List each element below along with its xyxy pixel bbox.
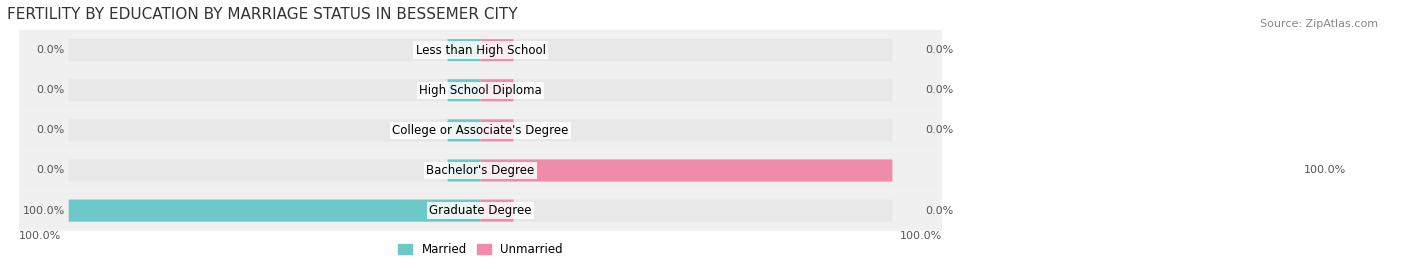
FancyBboxPatch shape	[481, 200, 893, 222]
FancyBboxPatch shape	[447, 79, 481, 101]
Text: 0.0%: 0.0%	[37, 85, 65, 95]
FancyBboxPatch shape	[481, 119, 513, 141]
FancyBboxPatch shape	[69, 200, 481, 222]
Text: 0.0%: 0.0%	[925, 206, 953, 216]
Text: Source: ZipAtlas.com: Source: ZipAtlas.com	[1260, 19, 1378, 29]
Text: Bachelor's Degree: Bachelor's Degree	[426, 164, 534, 177]
FancyBboxPatch shape	[20, 30, 942, 70]
Text: 100.0%: 100.0%	[20, 231, 62, 241]
Text: 100.0%: 100.0%	[22, 206, 65, 216]
Text: Less than High School: Less than High School	[416, 44, 546, 56]
FancyBboxPatch shape	[20, 190, 942, 231]
Text: 100.0%: 100.0%	[900, 231, 942, 241]
Text: 0.0%: 0.0%	[925, 45, 953, 55]
Text: High School Diploma: High School Diploma	[419, 84, 541, 97]
FancyBboxPatch shape	[69, 160, 481, 182]
Text: 0.0%: 0.0%	[37, 165, 65, 175]
Text: 0.0%: 0.0%	[37, 125, 65, 135]
Legend: Married, Unmarried: Married, Unmarried	[394, 238, 568, 261]
FancyBboxPatch shape	[20, 70, 942, 110]
FancyBboxPatch shape	[69, 119, 481, 141]
FancyBboxPatch shape	[69, 79, 481, 101]
Text: 100.0%: 100.0%	[1305, 165, 1347, 175]
FancyBboxPatch shape	[481, 39, 513, 61]
Text: 0.0%: 0.0%	[925, 125, 953, 135]
Text: 0.0%: 0.0%	[925, 85, 953, 95]
FancyBboxPatch shape	[481, 119, 893, 141]
FancyBboxPatch shape	[447, 119, 481, 141]
FancyBboxPatch shape	[481, 160, 893, 182]
FancyBboxPatch shape	[69, 200, 481, 222]
FancyBboxPatch shape	[481, 79, 513, 101]
Text: College or Associate's Degree: College or Associate's Degree	[392, 124, 568, 137]
FancyBboxPatch shape	[20, 150, 942, 190]
Text: Graduate Degree: Graduate Degree	[429, 204, 531, 217]
FancyBboxPatch shape	[447, 160, 481, 182]
Text: FERTILITY BY EDUCATION BY MARRIAGE STATUS IN BESSEMER CITY: FERTILITY BY EDUCATION BY MARRIAGE STATU…	[7, 7, 517, 22]
FancyBboxPatch shape	[481, 39, 893, 61]
FancyBboxPatch shape	[69, 39, 481, 61]
FancyBboxPatch shape	[447, 39, 481, 61]
Text: 0.0%: 0.0%	[37, 45, 65, 55]
FancyBboxPatch shape	[20, 110, 942, 150]
FancyBboxPatch shape	[481, 160, 893, 182]
FancyBboxPatch shape	[481, 200, 513, 222]
FancyBboxPatch shape	[481, 79, 893, 101]
